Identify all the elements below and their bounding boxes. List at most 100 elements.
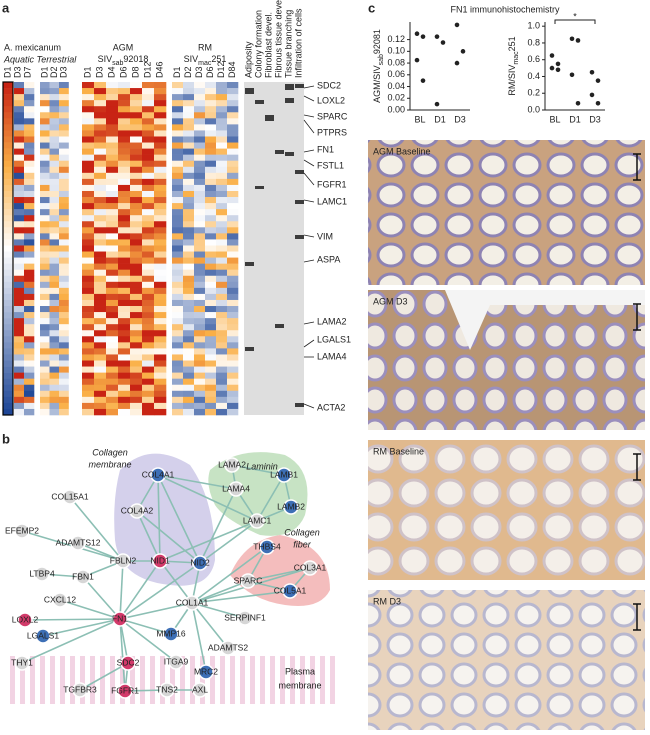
heatmap-cell [154,94,167,101]
heatmap-cell [82,408,95,416]
heatmap-cell [216,257,228,264]
heatmap-cell [172,100,184,107]
network-node [34,566,50,582]
heatmap-cell [205,160,217,168]
heatmap-cell [194,299,206,307]
heatmap-cell [24,342,35,349]
heatmap-cell [24,408,35,416]
heatmap-cell [227,378,239,386]
heatmap-cell [130,172,143,180]
heatmap-cell [205,251,217,258]
heatmap-cell [154,197,167,204]
heatmap-cell [40,354,50,361]
heatmap-cell [227,330,239,337]
heatmap-cell [216,197,228,204]
heatmap-cell [3,312,13,319]
heatmap-cell [183,342,195,349]
heatmap-cell [154,402,167,410]
heatmap-cell [14,245,25,252]
heatmap-cell [94,227,107,234]
node-label: LAMC1 [243,515,272,525]
heatmap-cell [130,269,143,277]
gene-label: LGALS1 [317,334,351,344]
heatmap-cell [227,275,239,283]
y-tick-label: 0.02 [387,93,405,103]
heatmap-cell [227,408,239,416]
heatmap-cell [130,221,143,228]
gene-label: SPARC [317,111,348,121]
heatmap-cell [205,342,217,349]
heatmap-cell [106,118,119,125]
heatmap-cell [118,360,131,367]
node-label: LAMA4 [222,483,250,493]
column-label: D2 [49,66,59,78]
heatmap-cell [183,348,195,355]
heatmap-cell [106,360,119,367]
heatmap-cell [194,154,206,162]
heatmap-cell [106,408,119,416]
heatmap-cell [14,166,25,174]
node-label: EFEMP2 [5,525,39,535]
heatmap-cell [106,178,119,186]
heatmap-cell [183,281,195,289]
heatmap-cell [172,342,184,349]
heatmap-cell [154,324,167,331]
heatmap-cell [154,215,167,222]
heatmap-cell [59,118,69,125]
annotation-mark [285,84,294,90]
heatmap-cell [205,360,217,367]
annotation-mark [295,235,304,239]
heatmap-cell [24,184,35,192]
heatmap-cell [118,396,131,404]
network-edge [157,474,161,562]
heatmap-cell [194,330,206,337]
heatmap-cell [154,396,167,404]
heatmap-cell [227,318,239,325]
heatmap-cell [183,184,195,192]
heatmap-cell [49,408,60,416]
heatmap-cell [172,251,184,258]
heatmap-cell [154,360,167,367]
heatmap-cell [183,106,195,113]
node-label: FBLN2 [110,555,137,565]
agm-strain: SIVsab92018 [98,54,149,66]
heatmap-cell [49,384,60,392]
heatmap-cell [183,372,195,379]
heatmap-cell [194,233,206,240]
heatmap-cell [142,390,155,398]
heatmap-cell [130,136,143,143]
heatmap-cell [94,281,107,289]
heatmap-cell [94,112,107,119]
heatmap-cell [183,239,195,246]
heatmap-cell [154,390,167,398]
heatmap-cell [216,342,228,349]
network-node [112,611,128,627]
network-node [163,626,179,642]
heatmap-cell [172,82,184,89]
network-edge [82,576,121,620]
heatmap-cell [205,227,217,234]
heatmap-cell [94,166,107,174]
species: A. mexicanum [4,42,61,52]
heatmap-cell [142,148,155,155]
heatmap-cell [14,281,25,289]
heatmap-cell [49,245,60,252]
data-point [549,65,555,71]
gene-connector [303,172,315,186]
heatmap-cell [216,227,228,234]
heatmap-cell [216,263,228,270]
heatmap-cell [227,239,239,246]
heatmap-cell [130,118,143,125]
data-point [414,57,420,63]
heatmap-cell [94,372,107,379]
network-edge [191,602,229,649]
heatmap-cell [49,124,60,131]
image-label: RM D3 [373,596,401,606]
heatmap-cell [118,100,131,107]
node-label: MMP16 [156,628,186,638]
heatmap-cell [24,172,35,180]
heatmap-cell [14,354,25,361]
heatmap-cell [82,172,95,180]
heatmap-cell [82,178,95,186]
